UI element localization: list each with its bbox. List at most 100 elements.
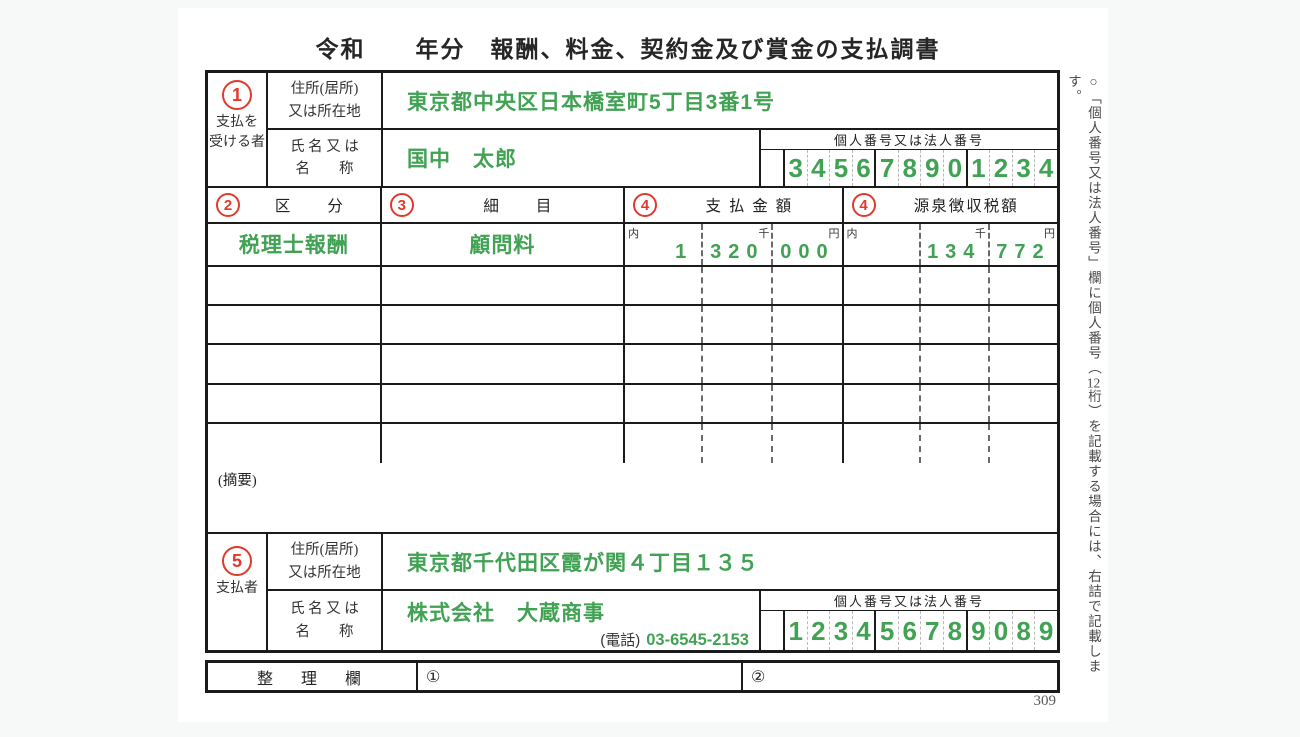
payment-amount-cell[interactable] [625,305,844,344]
item-cell[interactable] [382,345,626,383]
header-item: 3 細 目 [382,188,626,223]
id-digit-box[interactable]: 5 [876,611,899,650]
side-note-number: 12 [1086,375,1101,390]
amount-sub [844,424,919,463]
summary-cell[interactable]: (摘要) [208,463,1057,534]
category-cell[interactable] [208,423,382,464]
id-digit-box[interactable]: 3 [785,150,808,186]
detail-row-1: 税理士報酬 顧問料 内 1 千 320 円 000 [208,224,1057,267]
payer-name-field[interactable]: 株式会社 大蔵商事 (電話) 03-6545-2153 [383,591,759,650]
phone-label: (電話) [600,632,641,649]
id-digit-box[interactable] [761,150,785,186]
id-digit-box[interactable]: 8 [1013,611,1036,650]
amount-sub [625,424,701,463]
amount-sub [625,345,701,382]
id-digit-box[interactable]: 9 [921,150,945,186]
id-digit-box[interactable]: 2 [990,150,1013,186]
id-digit-box[interactable]: 8 [944,611,968,650]
item-cell[interactable] [382,266,626,304]
recipient-address-field[interactable]: 東京都中央区日本橋室町5丁目3番1号 [383,73,1057,128]
payment-amount-cell[interactable] [625,345,844,383]
id-digit-box[interactable]: 4 [808,150,831,186]
payer-side-header: 5 支払者 [208,534,268,650]
yen-marker: 円 [1043,228,1055,241]
amount-sub [701,266,771,304]
payment-amount-cell[interactable] [625,384,844,422]
id-digit-box[interactable]: 3 [830,611,853,650]
section-1-badge: 1 [222,80,252,110]
id-digit-box[interactable]: 4 [853,611,877,650]
id-digit-box[interactable]: 7 [876,150,899,186]
amount-sub [771,384,841,422]
detail-empty-row [208,423,1057,464]
id-digit-box[interactable]: 6 [853,150,877,186]
withholding-amount-cell[interactable] [844,345,1057,383]
recipient-name-value: 国中 太郎 [407,148,517,171]
id-digit-box[interactable]: 2 [808,611,831,650]
withholding-amount-cell[interactable]: 内 千 134 円 772 [844,224,1057,265]
payment-thousands: 320 [710,240,765,263]
payment-sub-millions: 内 1 [625,224,701,264]
item-cell[interactable] [382,423,626,464]
id-digit-box[interactable]: 9 [968,611,991,650]
amount-sub [625,306,701,343]
id-digit-box[interactable]: 4 [1038,153,1054,183]
seiri-cell-1[interactable]: ① [418,663,743,690]
withholding-amount-cell[interactable] [844,305,1057,344]
withholding-amount-cell[interactable] [844,266,1057,304]
recipient-name-field[interactable]: 国中 太郎 [383,130,759,186]
payment-amount-cell[interactable]: 内 1 千 320 円 000 [625,224,844,265]
id-digit-box[interactable]: 3 [1013,150,1036,186]
seiri-label: 整 理 欄 [208,663,418,690]
uchi-marker: 内 [628,228,640,241]
id-digit-box[interactable]: 7 [921,611,945,650]
payer-address-field[interactable]: 東京都千代田区霞が関４丁目１３５ [383,534,1057,589]
item-cell[interactable] [382,384,626,422]
recipient-address-row: 住所(居所) 又は所在地 東京都中央区日本橋室町5丁目3番1号 [268,73,1057,131]
detail-empty-row [208,345,1057,385]
recipient-fields: 住所(居所) 又は所在地 東京都中央区日本橋室町5丁目3番1号 氏 名 又 は … [268,73,1057,186]
recipient-role-label: 支払を 受ける者 [209,115,265,151]
withholding-units: 772 [996,240,1051,263]
withholding-sub-millions: 内 [844,224,919,264]
payer-block: 5 支払者 住所(居所) 又は所在地 東京都千代田区霞が関４丁目１３５ 氏 名 … [208,534,1057,650]
withholding-amount-cell[interactable] [844,423,1057,464]
id-digit-box[interactable]: 1 [785,611,808,650]
category-cell[interactable] [208,266,382,304]
amount-sub [844,345,919,382]
category-cell[interactable]: 税理士報酬 [208,224,382,265]
payment-amount-cell[interactable] [625,266,844,304]
payment-amount-cell[interactable] [625,423,844,464]
withholding-amount-cell[interactable] [844,384,1057,422]
category-cell[interactable] [208,305,382,344]
payer-role-label: 支払者 [216,581,258,596]
id-digit-box[interactable]: 0 [990,611,1013,650]
id-digit-box[interactable]: 5 [830,150,853,186]
form-title: 令和 年分 報酬、料金、契約金及び賞金の支払調書 [315,37,941,62]
section-4-badge-withholding: 4 [851,193,876,218]
section-3-badge: 3 [389,193,414,218]
seiri-cell-2[interactable]: ② [743,663,1057,690]
header-payment-label: 支 払 金 額 [705,198,794,216]
category-cell[interactable] [208,384,382,422]
amount-sub [771,345,841,383]
payer-id-header: 個人番号又は法人番号 [759,591,1057,611]
id-digit-box[interactable]: 1 [968,150,991,186]
item-cell[interactable]: 顧問料 [382,224,626,265]
amount-sub [625,267,701,304]
item-cell[interactable] [382,305,626,344]
amount-sub [987,384,1057,422]
id-digit-box[interactable]: 0 [944,150,968,186]
id-digit-box[interactable]: 8 [899,150,922,186]
detail-header-row: 2 区 分 3 細 目 4 支 払 金 額 4 源泉徴収税額 [208,188,1057,225]
id-digit-box[interactable] [761,611,785,650]
id-digit-box[interactable]: 9 [1038,615,1054,646]
category-cell[interactable] [208,345,382,383]
id-digit-box[interactable]: 6 [899,611,922,650]
